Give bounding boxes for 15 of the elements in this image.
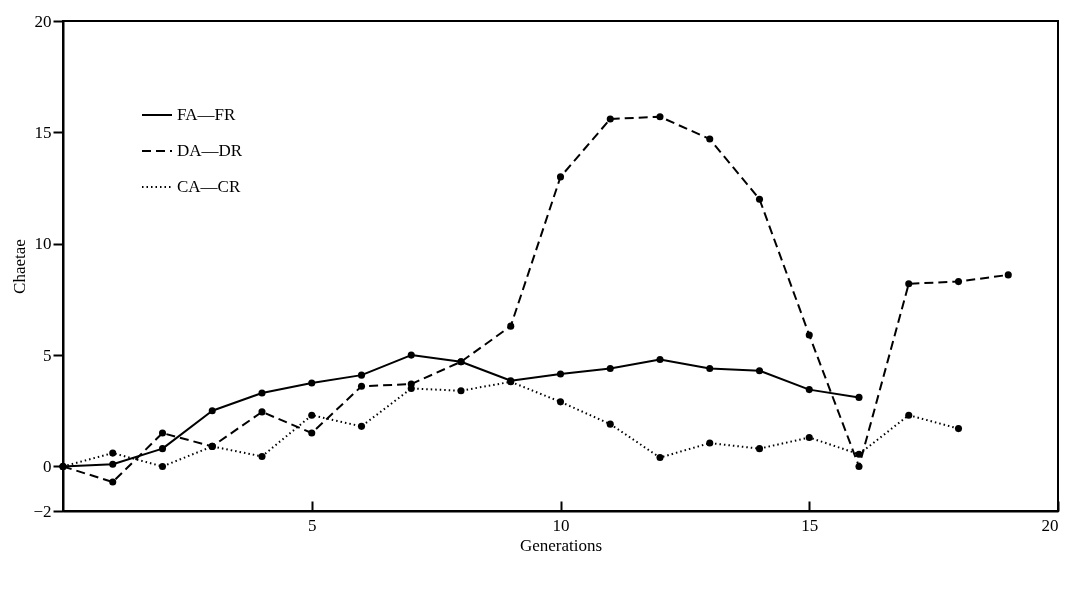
x-tick-label: 5 <box>308 515 317 535</box>
x-axis-title: Generations <box>519 535 603 555</box>
y-tick-label: −2 <box>33 501 52 521</box>
legend-label: FA—FR <box>177 105 236 124</box>
y-tick-label: 5 <box>43 345 52 365</box>
y-tick-label: 0 <box>43 456 52 476</box>
y-tick-label: 15 <box>34 122 52 142</box>
y-tick-label: 10 <box>34 234 52 254</box>
legend-label: DA—DR <box>177 141 243 160</box>
y-axis-title: Chaetae <box>10 239 30 294</box>
legend-label: CA—CR <box>177 177 241 196</box>
x-tick-label: 15 <box>801 515 819 535</box>
y-tick-label: 20 <box>34 11 52 31</box>
x-tick-label: 20 <box>1041 515 1059 535</box>
x-tick-label: 10 <box>552 515 570 535</box>
